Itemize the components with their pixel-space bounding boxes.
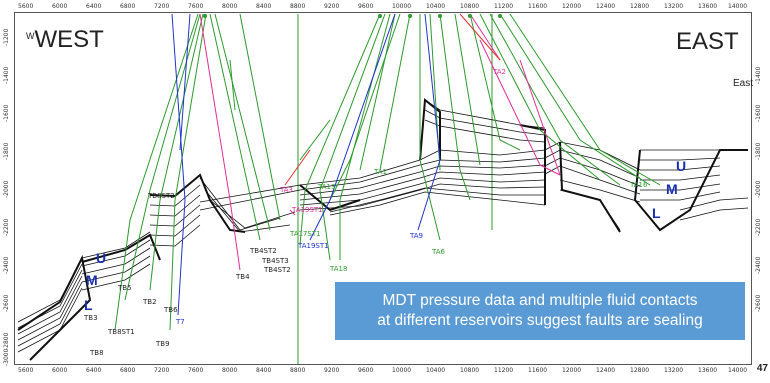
well-label: TB8ST2	[148, 192, 175, 200]
zone-label-m-west: M	[86, 272, 98, 288]
x-tick-label: 11600	[528, 3, 548, 10]
x-tick-label: 6800	[120, 3, 136, 10]
west-prefix: W	[26, 31, 35, 41]
x-tick-label: 9600	[358, 367, 374, 374]
x-tick-label: 12400	[596, 3, 616, 10]
well-label: TB9	[156, 340, 170, 348]
x-tick-label: 13600	[698, 367, 718, 374]
well-label: TB3	[84, 314, 98, 322]
x-tick-label: 10000	[392, 367, 412, 374]
x-tick-label: 11600	[528, 367, 548, 374]
x-tick-label: 13200	[664, 367, 684, 374]
well-label: TA19ST1	[292, 206, 323, 214]
callout-line-2: at different reservoirs suggest faults a…	[377, 312, 703, 329]
x-tick-label: 6400	[86, 367, 102, 374]
x-tick-label: 14000	[728, 367, 748, 374]
x-tick-label: 12800	[630, 367, 650, 374]
x-tick-label: 8800	[290, 3, 306, 10]
x-tick-label: 10400	[426, 367, 446, 374]
well-label: TB4ST3	[262, 257, 289, 265]
well-label: TA3	[280, 186, 293, 194]
well-label: TA18	[330, 265, 348, 273]
east-horizons	[544, 141, 749, 231]
x-tick-label: 9600	[358, 3, 374, 10]
west-text: WEST	[34, 26, 104, 53]
x-tick-label: 9200	[324, 367, 340, 374]
x-tick-label: 8800	[290, 367, 306, 374]
east-small-label: East	[733, 78, 754, 89]
x-tick-label: 10400	[426, 3, 446, 10]
x-tick-label: 6800	[120, 367, 136, 374]
x-tick-label: 6000	[52, 367, 68, 374]
page-number: 47	[756, 363, 768, 374]
red-wells	[284, 13, 501, 186]
west-horizons	[17, 174, 296, 353]
well-label: TA1	[374, 168, 387, 176]
well-top-markers	[203, 14, 502, 18]
well-label: TB5	[118, 284, 132, 292]
well-label: TB4	[236, 273, 250, 281]
well-label: TB6	[164, 306, 178, 314]
x-tick-label: 8400	[256, 3, 272, 10]
zone-label-l-west: L	[84, 297, 93, 313]
well-label: TA17ST1	[290, 230, 321, 238]
well-label: TA2	[493, 68, 506, 76]
x-tick-label: 14000	[728, 3, 748, 10]
blue-wells	[171, 13, 441, 316]
x-tick-label: 5600	[18, 367, 34, 374]
x-tick-label: 12400	[596, 367, 616, 374]
zone-label-l-east: L	[652, 205, 661, 221]
x-tick-label: 12000	[562, 3, 582, 10]
x-tick-label: 9200	[324, 3, 340, 10]
green-wells	[114, 13, 661, 331]
conclusion-callout: MDT pressure data and multiple fluid con…	[335, 282, 745, 340]
x-tick-label: 8400	[256, 367, 272, 374]
x-tick-label: 10800	[460, 3, 480, 10]
well-label: TB8	[90, 349, 104, 357]
x-tick-label: 11200	[494, 3, 514, 10]
x-tick-label: 11200	[494, 367, 514, 374]
x-tick-label: 7200	[154, 3, 170, 10]
well-label: TA13	[318, 183, 336, 191]
x-tick-label: 12800	[630, 3, 650, 10]
pink-wells	[199, 13, 561, 271]
zone-label-u-east: U	[676, 158, 687, 174]
x-tick-label: 7200	[154, 367, 170, 374]
faults	[17, 98, 748, 361]
x-tick-label: 6400	[86, 3, 102, 10]
west-label: WWEST	[26, 26, 104, 54]
x-tick-label: 6000	[52, 3, 68, 10]
x-tick-label: 13200	[664, 3, 684, 10]
x-tick-label: 12000	[562, 367, 582, 374]
well-label: TB8ST1	[108, 328, 135, 336]
zone-label-u-west: U	[96, 250, 107, 266]
x-tick-label: 10000	[392, 3, 412, 10]
x-tick-label: 8000	[222, 3, 238, 10]
x-tick-label: 5600	[18, 3, 34, 10]
x-tick-label: 7600	[188, 3, 204, 10]
x-tick-label: 13600	[698, 3, 718, 10]
well-label: TA9	[410, 232, 423, 240]
zone-label-m-east: M	[666, 181, 678, 197]
well-label: TA19ST1	[298, 242, 329, 250]
x-tick-label: 7600	[188, 367, 204, 374]
well-label: TA6	[432, 248, 445, 256]
well-label: TA16	[630, 181, 648, 189]
well-label: TB2	[143, 298, 157, 306]
well-label: T7	[176, 318, 185, 326]
x-tick-label: 10800	[460, 367, 480, 374]
well-label: TB4ST2	[250, 247, 277, 255]
x-tick-label: 8000	[222, 367, 238, 374]
east-label: EAST	[676, 28, 739, 55]
callout-line-1: MDT pressure data and multiple fluid con…	[382, 292, 698, 309]
well-label: TB4ST2	[264, 266, 291, 274]
